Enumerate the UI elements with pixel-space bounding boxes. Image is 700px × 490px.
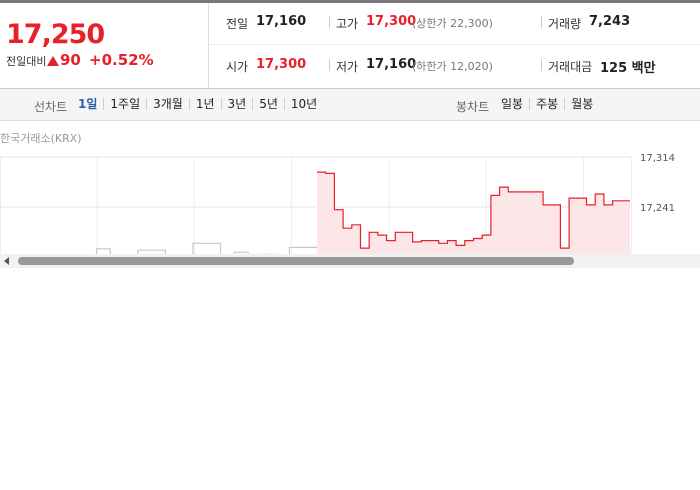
scrollbar[interactable] bbox=[0, 254, 700, 268]
period-tab[interactable]: 1일 bbox=[78, 97, 98, 111]
chart: 17,314 17,241 17,168 bbox=[0, 153, 675, 254]
stat-label: 거래량 bbox=[548, 17, 582, 31]
candle-tabs: 일봉 주봉 월봉 bbox=[495, 98, 599, 110]
stat-label: 시가 bbox=[226, 60, 249, 74]
tab-bar: 선차트 1일 1주일 3개월 1년 3년 5년 10년 봉차트 일봉 주봉 월봉 bbox=[0, 88, 700, 121]
top-border bbox=[0, 0, 700, 3]
stat-value: 125 백만 bbox=[600, 61, 656, 76]
period-tab[interactable]: 5년 bbox=[252, 98, 284, 110]
line bbox=[95, 242, 317, 254]
stat-label: 전일 bbox=[226, 17, 249, 31]
y-tick-label: 17,241 bbox=[640, 203, 675, 214]
change: 90 bbox=[60, 51, 81, 69]
period-tab[interactable]: 1년 bbox=[188, 98, 221, 110]
change-label: 전일대비 bbox=[6, 55, 47, 68]
stat-value: 17,300 bbox=[366, 14, 417, 29]
stat-divider bbox=[329, 59, 330, 71]
area bbox=[317, 172, 630, 254]
candle-tab[interactable]: 월봉 bbox=[564, 98, 599, 110]
period-tab[interactable]: 3년 bbox=[220, 98, 253, 110]
period-tab[interactable]: 1주일 bbox=[103, 98, 146, 110]
stat-divider bbox=[541, 59, 542, 71]
stat-note: (하한가 12,020) bbox=[412, 60, 493, 73]
stat-divider bbox=[541, 16, 542, 28]
stat-label: 저가 bbox=[336, 60, 359, 74]
scroll-thumb[interactable] bbox=[18, 257, 574, 265]
line-chart-label: 선차트 bbox=[34, 100, 68, 114]
stat-divider bbox=[329, 16, 330, 28]
candle-tab[interactable]: 주봉 bbox=[529, 98, 564, 110]
stat-value: 17,300 bbox=[256, 57, 307, 72]
line bbox=[317, 171, 630, 249]
stat-label: 고가 bbox=[336, 17, 359, 31]
stat-label: 거래대금 bbox=[548, 60, 593, 74]
stat-note: (상한가 22,300) bbox=[412, 17, 493, 30]
up-triangle bbox=[47, 56, 59, 66]
stat-value: 17,160 bbox=[256, 14, 307, 29]
line-tabs: 1일 1주일 3개월 1년 3년 5년 10년 bbox=[72, 98, 323, 110]
period-tab[interactable]: 3개월 bbox=[146, 98, 189, 110]
candle-chart-label: 봉차트 bbox=[456, 100, 490, 114]
row-divider bbox=[209, 44, 700, 45]
candle-tab[interactable]: 일봉 bbox=[501, 97, 524, 111]
scroll-left[interactable] bbox=[3, 257, 11, 265]
stat-value: 7,243 bbox=[589, 14, 631, 29]
quote-panel: 17,250 전일대비 90 +0.52% bbox=[0, 3, 209, 88]
y-tick-label: 17,168 bbox=[640, 253, 675, 254]
stat-value: 17,160 bbox=[366, 57, 417, 72]
price: 17,250 bbox=[6, 19, 105, 50]
change-rate: +0.52% bbox=[89, 51, 154, 69]
up-icon bbox=[47, 56, 59, 66]
y-tick-label: 17,314 bbox=[640, 153, 675, 164]
source: 한국거래소(KRX) bbox=[0, 132, 82, 145]
period-tab[interactable]: 10년 bbox=[283, 98, 323, 110]
